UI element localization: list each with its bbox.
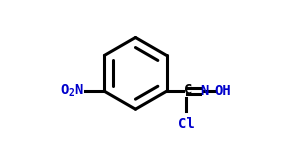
Text: Cl: Cl [178, 117, 195, 131]
Text: N: N [200, 84, 209, 98]
Text: OH: OH [215, 84, 232, 98]
Text: C: C [184, 83, 192, 97]
Text: $\mathregular{O_2N}$: $\mathregular{O_2N}$ [60, 83, 84, 99]
